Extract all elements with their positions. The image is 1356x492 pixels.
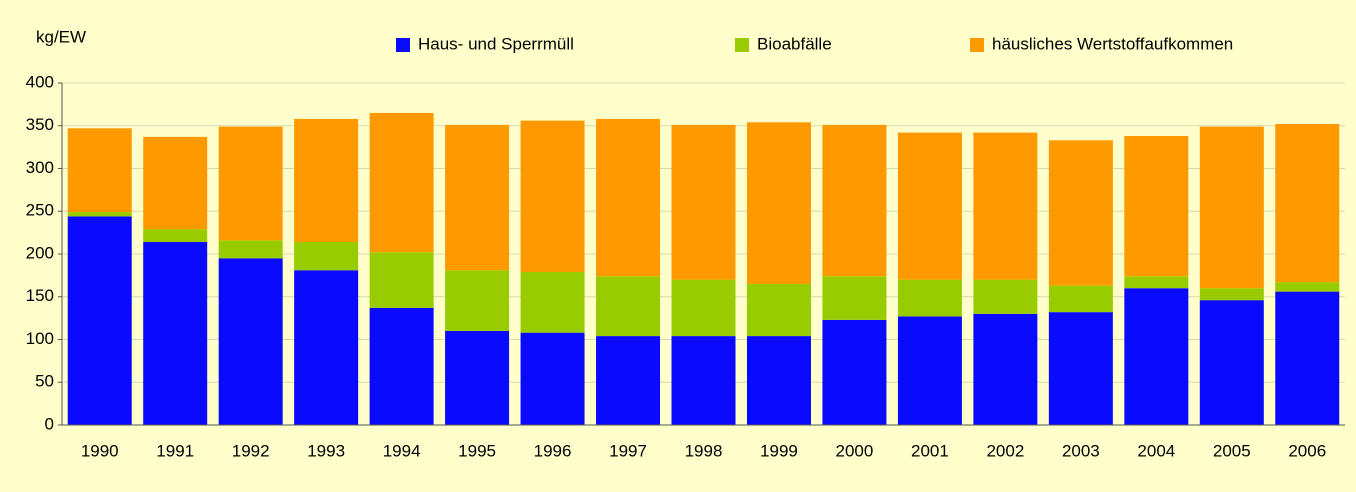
bar-segment xyxy=(1199,300,1264,425)
bar-segment xyxy=(1275,282,1340,292)
bar-segment xyxy=(596,276,661,337)
bar-segment xyxy=(973,279,1038,314)
bar-segment xyxy=(1124,276,1189,289)
bar-segment xyxy=(67,128,132,213)
x-tick-label: 1997 xyxy=(609,441,647,460)
bar-segment xyxy=(1048,140,1113,286)
legend-swatch xyxy=(396,38,410,52)
legend-label: häusliches Wertstoffaufkommen xyxy=(992,34,1233,53)
x-tick-label: 1999 xyxy=(760,441,798,460)
y-tick-label: 100 xyxy=(26,329,54,348)
x-tick-label: 2001 xyxy=(911,441,949,460)
bar-segment xyxy=(1275,291,1340,425)
bar-segment xyxy=(218,240,283,259)
bar-segment xyxy=(897,279,962,317)
bar-segment xyxy=(520,120,585,272)
y-tick-label: 250 xyxy=(26,201,54,220)
y-tick-label: 150 xyxy=(26,286,54,305)
y-tick-label: 0 xyxy=(45,414,54,433)
y-tick-label: 400 xyxy=(26,72,54,91)
y-tick-label: 200 xyxy=(26,243,54,262)
x-tick-label: 2006 xyxy=(1288,441,1326,460)
bar-segment xyxy=(520,332,585,425)
legend-label: Haus- und Sperrmüll xyxy=(418,34,574,53)
bar-segment xyxy=(294,242,359,271)
x-tick-label: 1994 xyxy=(383,441,421,460)
y-tick-label: 350 xyxy=(26,115,54,134)
bar-segment xyxy=(67,216,132,425)
bar-segment xyxy=(671,124,736,280)
x-tick-label: 1991 xyxy=(156,441,194,460)
bar-segment xyxy=(369,112,434,253)
bar-segment xyxy=(369,252,434,308)
bar-segment xyxy=(1124,288,1189,425)
y-tick-label: 300 xyxy=(26,158,54,177)
bar-segment xyxy=(143,242,208,425)
bar-segment xyxy=(746,336,811,425)
bar-segment xyxy=(746,283,811,337)
bar-segment xyxy=(1199,288,1264,301)
x-tick-label: 2002 xyxy=(986,441,1024,460)
x-tick-label: 2005 xyxy=(1213,441,1251,460)
legend-swatch xyxy=(735,38,749,52)
bar-segment xyxy=(822,276,887,320)
bar-segment xyxy=(294,118,359,243)
bar-segment xyxy=(218,258,283,425)
bar-segment xyxy=(973,313,1038,425)
x-tick-label: 1993 xyxy=(307,441,345,460)
bar-segment xyxy=(1048,312,1113,425)
bar-segment xyxy=(1275,124,1340,283)
bar-segment xyxy=(822,319,887,425)
bar-segment xyxy=(520,271,585,333)
bar-segment xyxy=(897,132,962,280)
bar-segment xyxy=(671,336,736,425)
bar-segment xyxy=(143,136,208,230)
x-tick-label: 1998 xyxy=(685,441,723,460)
bar-segment xyxy=(671,279,736,337)
legend-swatch xyxy=(970,38,984,52)
x-tick-label: 1996 xyxy=(534,441,572,460)
bar-segment xyxy=(897,316,962,425)
x-tick-label: 2004 xyxy=(1137,441,1175,460)
bar-segment xyxy=(67,212,132,217)
bar-segment xyxy=(596,118,661,277)
bar-segment xyxy=(822,124,887,277)
legend-label: Bioabfälle xyxy=(757,34,832,53)
x-tick-label: 2000 xyxy=(836,441,874,460)
bar-segment xyxy=(218,126,283,241)
x-tick-label: 1992 xyxy=(232,441,270,460)
x-tick-label: 1995 xyxy=(458,441,496,460)
bar-segment xyxy=(294,270,359,425)
bar-segment xyxy=(445,330,510,425)
bar-segment xyxy=(445,124,510,271)
bar-segment xyxy=(369,307,434,425)
x-tick-label: 1990 xyxy=(81,441,119,460)
y-tick-label: 50 xyxy=(35,372,54,391)
x-tick-label: 2003 xyxy=(1062,441,1100,460)
bar-segment xyxy=(1124,136,1189,277)
bar-segment xyxy=(746,122,811,284)
bar-segment xyxy=(143,229,208,243)
bar-segment xyxy=(596,336,661,425)
bar-segment xyxy=(445,270,510,331)
bar-segment xyxy=(973,132,1038,280)
bar-segment xyxy=(1199,126,1264,289)
y-axis-label: kg/EW xyxy=(36,27,86,46)
bar-segment xyxy=(1048,285,1113,313)
